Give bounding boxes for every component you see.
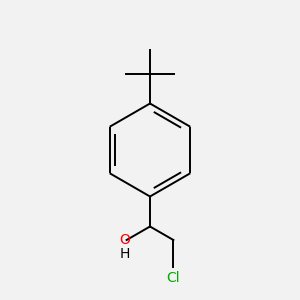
- Text: O: O: [120, 233, 130, 247]
- Text: Cl: Cl: [167, 272, 180, 286]
- Text: H: H: [120, 247, 130, 260]
